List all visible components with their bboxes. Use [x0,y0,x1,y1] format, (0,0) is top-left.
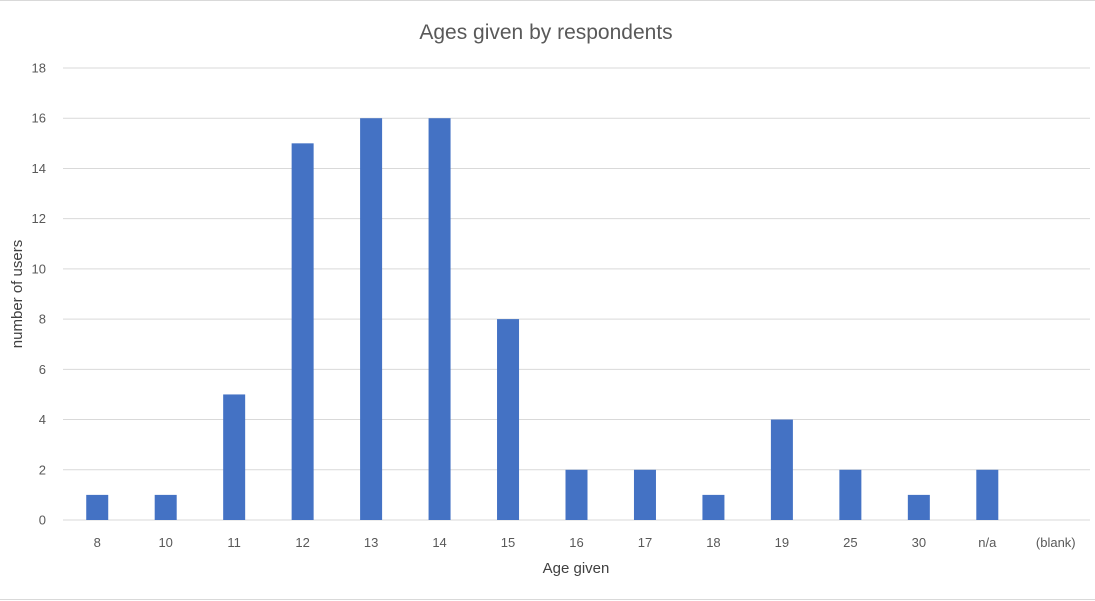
bar-18 [702,494,725,520]
chart-title: Ages given by respondents [419,21,672,44]
y-tick-label: 0 [39,513,46,528]
gridlines [63,67,1090,521]
y-tick-label: 6 [39,362,46,377]
x-tick-label: 10 [158,535,172,550]
bar-n/a [976,469,999,520]
x-tick-label: 18 [706,535,720,550]
x-tick-label: 25 [843,535,857,550]
bar-17 [633,469,656,520]
bar-19 [770,419,793,520]
x-axis-label: Age given [543,560,610,577]
x-tick-label: 13 [364,535,378,550]
x-tick-label: (blank) [1036,535,1076,550]
x-tick-label: 30 [912,535,926,550]
x-tick-label: 17 [638,535,652,550]
x-tick-label: 8 [94,535,101,550]
y-tick-label: 8 [39,312,46,327]
x-tick-label: 19 [775,535,789,550]
x-axis-ticks: 8 10 11 12 13 14 15 16 17 18 19 25 30 n/a (blank) [94,535,1076,550]
bars [86,118,999,521]
bar-14 [428,118,451,520]
bar-10 [154,494,177,520]
y-tick-label: 12 [32,211,46,226]
y-tick-label: 16 [32,111,46,126]
bar-15 [497,319,520,520]
y-tick-label: 2 [39,462,46,477]
bar-11 [223,394,246,520]
y-tick-label: 10 [32,261,46,276]
y-tick-label: 4 [39,412,46,427]
bar-30 [907,494,930,520]
y-tick-label: 14 [32,161,46,176]
bar-8 [86,494,109,520]
bar-16 [565,469,588,520]
x-tick-label: 14 [432,535,446,550]
bar-13 [360,118,383,520]
bar-12 [291,143,314,521]
x-tick-label: 11 [227,535,241,550]
y-tick-label: 18 [32,61,46,76]
x-tick-label: 16 [569,535,583,550]
x-tick-label: 15 [501,535,515,550]
y-axis-label: number of users [9,240,26,348]
x-tick-label: n/a [978,535,997,550]
x-tick-label: 12 [295,535,309,550]
y-axis-ticks: 0 2 4 6 8 10 12 14 16 18 [32,61,46,528]
bar-25 [839,469,862,520]
